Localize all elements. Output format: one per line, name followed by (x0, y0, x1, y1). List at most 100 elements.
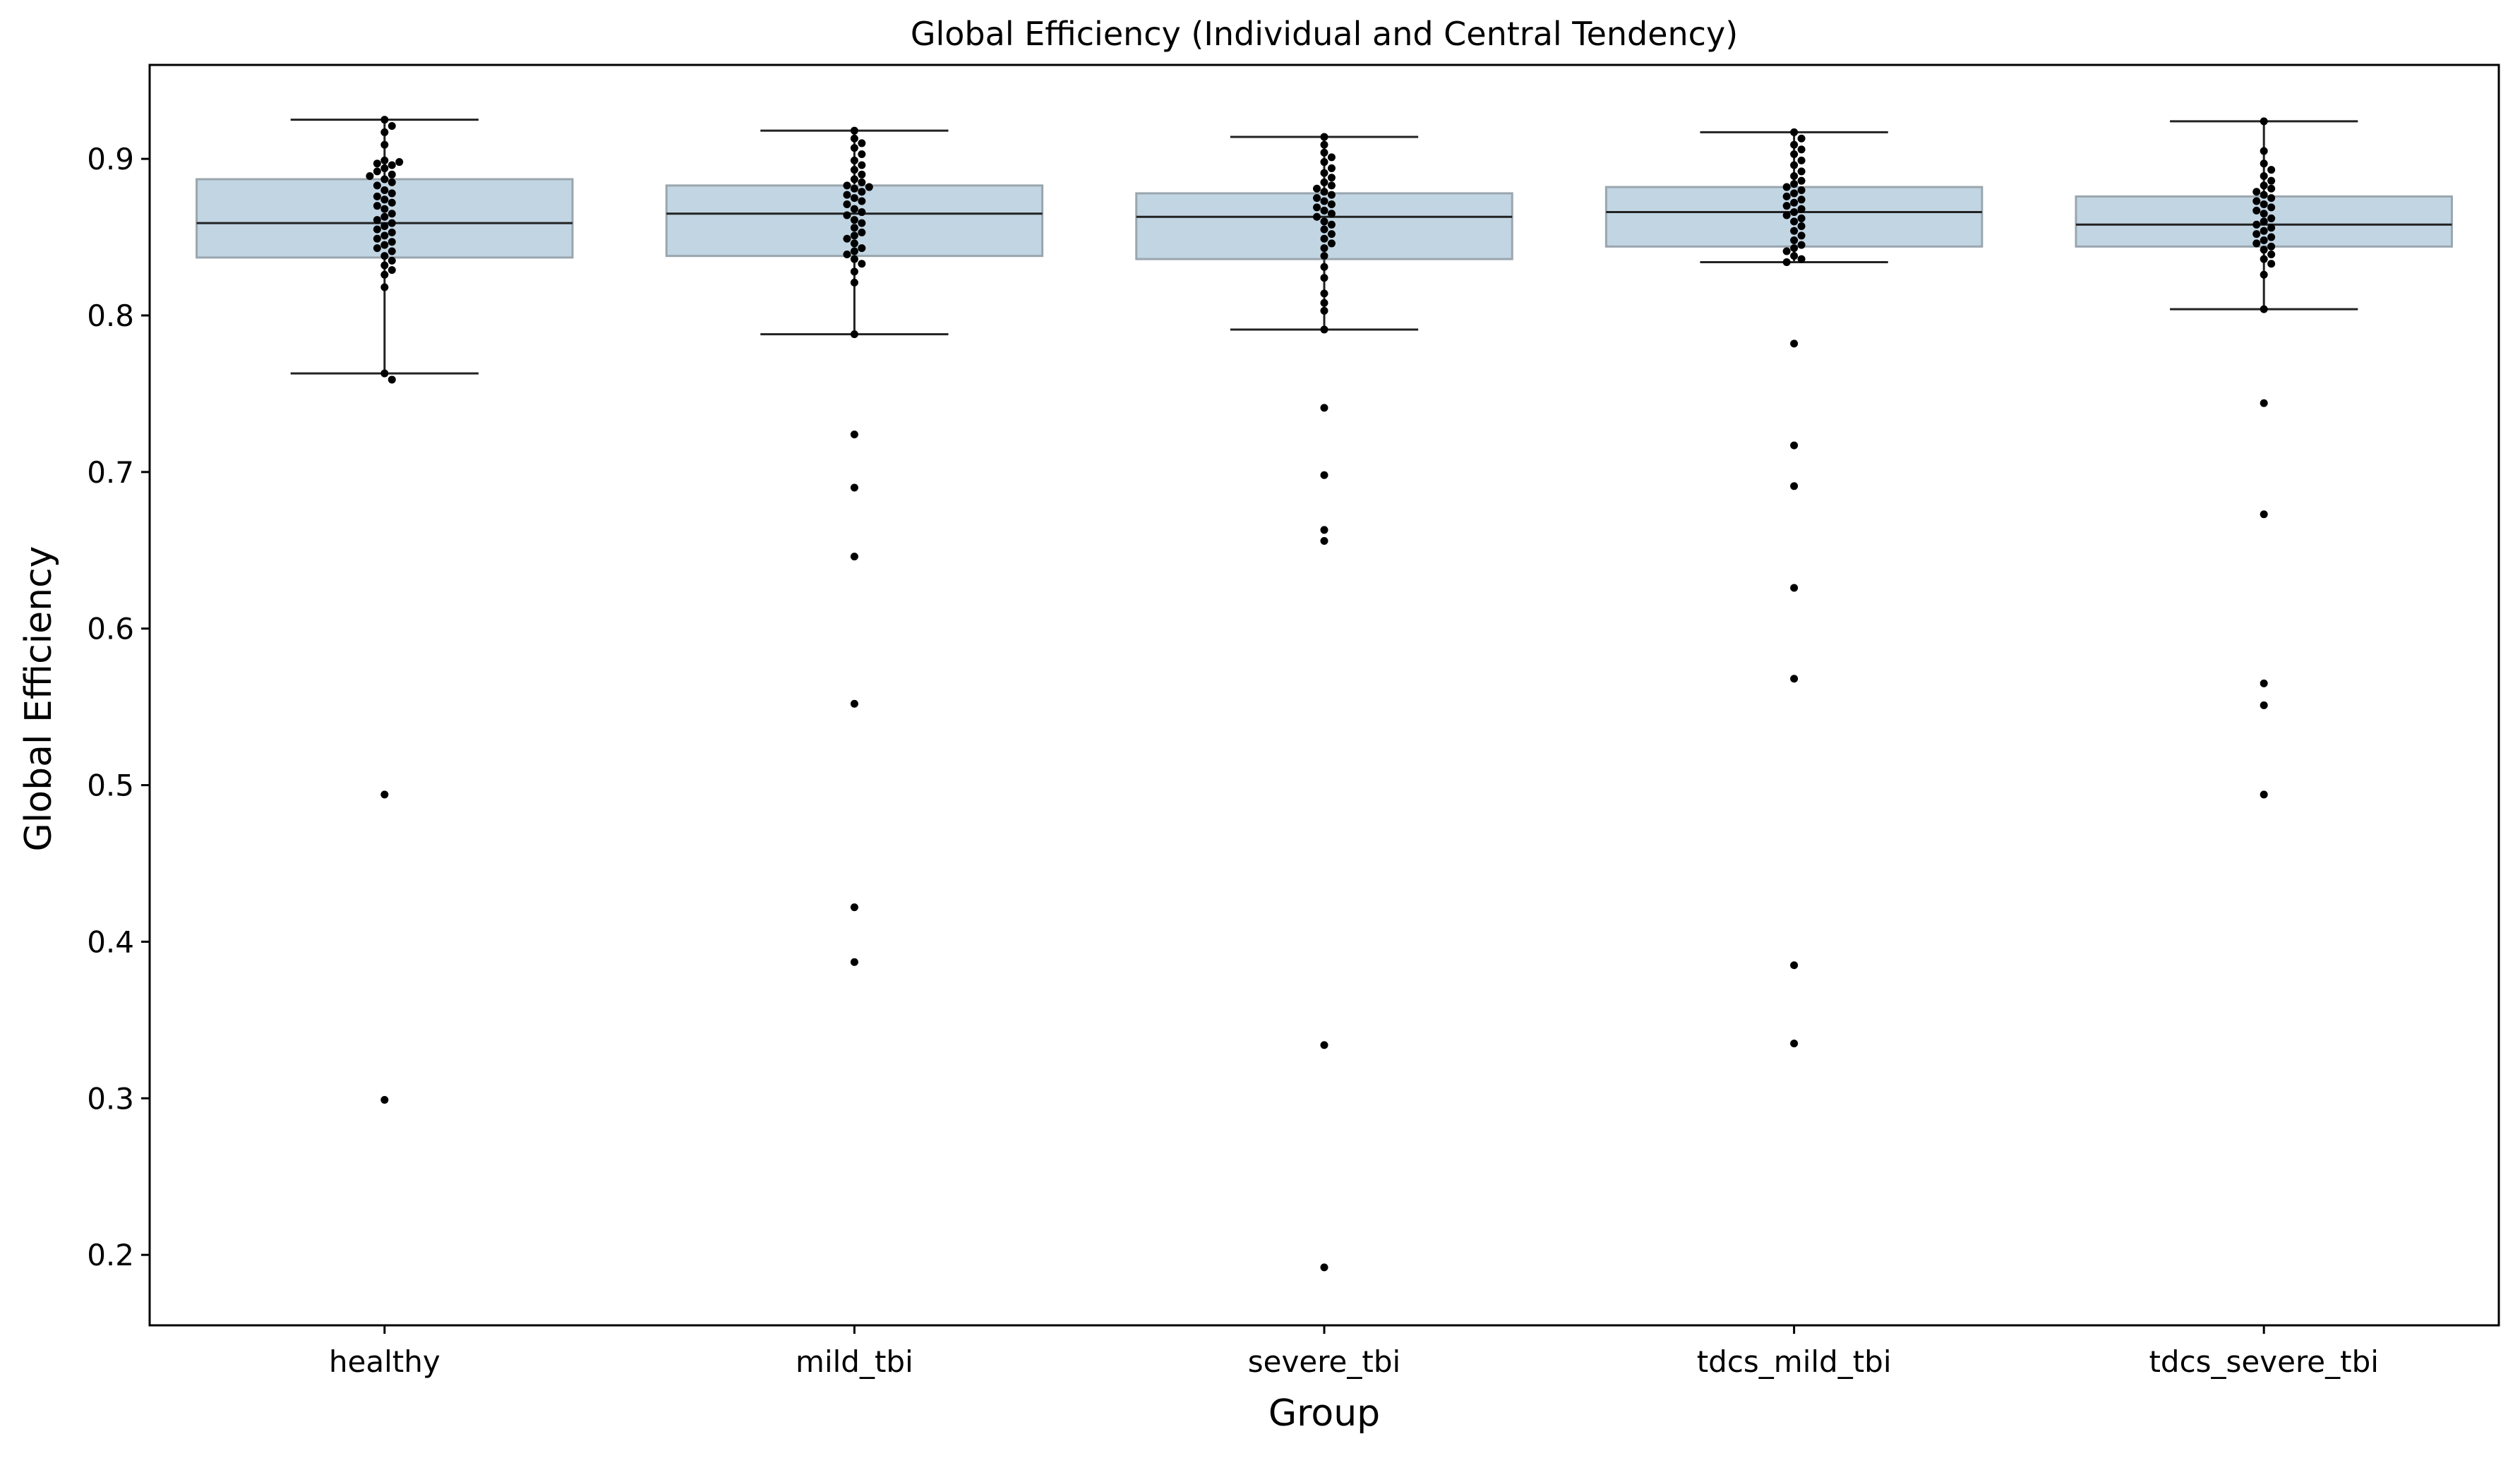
data-point (1797, 222, 1806, 231)
data-point (858, 219, 866, 227)
chart-title: Global Efficiency (Individual and Centra… (911, 15, 1738, 53)
data-point (380, 195, 389, 204)
data-point (1327, 239, 1336, 248)
x-axis-title: Group (1268, 1392, 1380, 1435)
data-point (380, 186, 389, 194)
data-point (1320, 526, 1328, 534)
data-point (380, 252, 389, 260)
data-point (2260, 181, 2268, 190)
data-point (2252, 239, 2261, 248)
data-point (373, 225, 381, 234)
data-point (1327, 174, 1336, 182)
data-point (1782, 247, 1791, 255)
data-point (1320, 404, 1328, 412)
y-axis-title: Global Efficiency (18, 546, 60, 852)
data-point (2260, 117, 2268, 126)
x-tick-label: healthy (329, 1344, 440, 1379)
data-point (858, 208, 866, 217)
data-point (1790, 128, 1799, 136)
plot-area (196, 116, 2453, 1272)
data-point (850, 144, 858, 152)
data-point (380, 212, 389, 221)
data-point (858, 188, 866, 196)
data-point (1790, 961, 1799, 970)
data-point (1790, 584, 1799, 592)
data-point (850, 553, 858, 561)
data-point (2260, 200, 2268, 208)
y-tick-label: 0.8 (87, 299, 134, 333)
y-tick-label: 0.7 (87, 455, 134, 490)
data-point (843, 191, 851, 199)
data-point (373, 181, 381, 190)
data-point (1797, 231, 1806, 240)
data-point (1782, 192, 1791, 200)
data-point (2260, 236, 2268, 244)
data-point (1320, 206, 1328, 215)
data-point (1320, 244, 1328, 253)
data-point (380, 261, 389, 270)
data-point (2252, 197, 2261, 205)
data-point (858, 244, 866, 253)
data-point (388, 228, 396, 236)
data-point (1790, 150, 1799, 158)
data-point (373, 234, 381, 243)
data-point (843, 181, 851, 190)
data-point (1320, 188, 1328, 196)
data-point (1782, 258, 1791, 267)
data-point (1797, 156, 1806, 164)
data-point (388, 189, 396, 198)
data-point (366, 172, 374, 181)
data-point (1790, 339, 1799, 348)
data-point (858, 178, 866, 186)
data-point (1320, 299, 1328, 307)
data-point (2260, 270, 2268, 279)
data-point (373, 159, 381, 168)
data-point (1790, 140, 1799, 149)
data-point (388, 198, 396, 207)
data-point (1790, 441, 1799, 450)
data-point (843, 250, 851, 258)
data-point (2260, 227, 2268, 235)
data-point (2260, 217, 2268, 226)
data-point (1320, 1041, 1328, 1049)
data-point (380, 156, 389, 164)
data-point (1320, 536, 1328, 545)
data-point (850, 156, 858, 164)
data-point (850, 134, 858, 143)
box-group-tdcs_severe_tbi (2075, 117, 2453, 799)
data-point (2260, 305, 2268, 313)
data-point (1797, 134, 1806, 143)
data-point (850, 278, 858, 287)
data-point (850, 126, 858, 135)
data-point (850, 958, 858, 966)
data-point (1320, 306, 1328, 315)
data-point (2260, 172, 2268, 181)
data-point (1320, 234, 1328, 243)
x-tick-label: severe_tbi (1248, 1344, 1400, 1379)
data-point (380, 283, 389, 291)
data-point (1790, 217, 1799, 226)
data-point (2260, 147, 2268, 155)
data-point (858, 161, 866, 169)
data-point (2260, 510, 2268, 519)
data-point (1797, 145, 1806, 154)
data-point (850, 239, 858, 248)
x-tick-label: tdcs_severe_tbi (2149, 1344, 2379, 1379)
axes: 0.2 0.3 0.4 0.5 0.6 0.7 0.8 0.9 healthy mild_tbi s… (87, 142, 2379, 1379)
data-point (1327, 191, 1336, 199)
data-point (850, 255, 858, 263)
data-point (843, 234, 851, 243)
data-point (2252, 230, 2261, 239)
data-point (850, 184, 858, 193)
data-point (850, 175, 858, 183)
data-point (1790, 198, 1799, 207)
data-point (1313, 203, 1321, 212)
data-point (380, 1096, 389, 1104)
data-point (2260, 679, 2268, 687)
data-point (1790, 189, 1799, 198)
data-point (858, 260, 866, 268)
data-point (850, 330, 858, 339)
data-point (850, 483, 858, 492)
data-point (850, 205, 858, 213)
data-point (1327, 181, 1336, 190)
